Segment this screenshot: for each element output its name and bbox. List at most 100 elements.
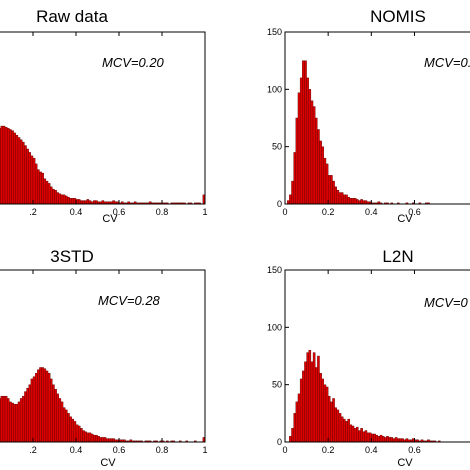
panel-nomis-bar <box>308 89 312 205</box>
panel-3std-bar <box>56 393 59 443</box>
panel-nomis-bar <box>358 200 361 205</box>
panel-l2n-bar <box>319 373 322 443</box>
panel-raw-mcv-annotation: MCV=0.20 <box>102 55 165 70</box>
panel-raw-bar <box>77 199 81 205</box>
panel-l2n-bar <box>332 398 335 443</box>
panel-nomis-bar <box>323 157 327 205</box>
panel-l2n-axes-box <box>284 269 470 443</box>
panel-3std-bar <box>97 436 100 443</box>
panel-l2n-bar <box>353 428 357 443</box>
panel-l2n-bar <box>388 437 391 443</box>
panel-3std-bar <box>43 368 47 443</box>
panel-nomis-bar <box>312 106 316 205</box>
panel-raw-bar <box>28 152 32 205</box>
panel-raw-bar <box>101 200 105 205</box>
panel-raw-bar <box>2 125 6 205</box>
panel-raw-bar <box>88 200 92 205</box>
panel-raw-bar <box>26 148 29 205</box>
panel-l2n-bar <box>312 352 316 443</box>
panel-l2n-bar <box>315 367 318 443</box>
panel-nomis-bar <box>289 194 292 205</box>
panel-l2n-bar <box>297 393 301 443</box>
panel-l2n-bar <box>349 424 353 443</box>
panel-3std-bar <box>65 409 68 443</box>
panel-nomis-bar <box>362 200 366 205</box>
panel-l2n-bar <box>358 430 361 443</box>
panel-3std-bar <box>41 367 44 443</box>
panel-nomis-x-axis-label: CV <box>397 213 413 225</box>
panel-nomis-bar <box>347 196 350 205</box>
panel-l2n-bar <box>375 434 378 443</box>
panel-nomis-x-tick-label: 0.6 <box>408 207 421 217</box>
panel-l2n-bar <box>330 401 333 443</box>
panel-l2n-bar <box>356 426 359 443</box>
panel-l2n-bar <box>373 433 376 443</box>
panel-nomis-bar <box>317 129 320 205</box>
panel-nomis-bar <box>291 180 294 205</box>
panel-raw-bar <box>24 145 27 205</box>
panel-l2n-bar <box>364 430 368 443</box>
panel-l2n-bar <box>304 361 307 443</box>
panel-nomis-bar <box>306 77 309 205</box>
panel-raw-bar <box>50 186 53 205</box>
panel-raw-bar <box>69 198 72 205</box>
panel-3std-bar <box>71 418 75 443</box>
panel-raw-bar <box>95 200 98 205</box>
panel-l2n-bar <box>291 428 294 443</box>
panel-raw-bar <box>58 193 62 205</box>
panel-l2n-bar <box>289 436 292 443</box>
panel-l2n-bar <box>338 413 342 443</box>
panel-l2n-bar <box>366 432 370 443</box>
panel-l2n-bar <box>390 437 394 443</box>
panel-raw-bar <box>47 183 51 205</box>
panel-nomis-bar <box>360 199 363 205</box>
panel-3std-bar <box>88 432 92 443</box>
panel-l2n-bar <box>306 352 309 443</box>
panel-raw-bar <box>56 192 59 205</box>
panel-nomis-bar <box>336 190 340 205</box>
panel-3std-bar <box>9 401 12 443</box>
panel-3std-bar <box>52 384 55 443</box>
panel-3std-bar <box>19 398 23 443</box>
panel-3std-bar <box>58 398 62 443</box>
panel-raw-bar <box>22 141 25 205</box>
panel-3std-bar <box>0 395 4 443</box>
panel-raw-bar <box>0 125 4 205</box>
panel-nomis-bar <box>332 180 335 205</box>
panel-raw-bar <box>54 190 57 205</box>
panel-raw-bar <box>30 155 34 205</box>
panel-3std-mcv-annotation: MCV=0.28 <box>98 293 161 308</box>
panel-l2n-bar <box>345 421 348 443</box>
panel-l2n-title: L2N <box>382 247 413 266</box>
panel-nomis-bar <box>325 163 329 205</box>
panel-nomis-bar <box>297 92 301 205</box>
panel-3std-bar <box>84 431 87 443</box>
panel-3std-bar <box>24 391 27 443</box>
panel-3std-bar <box>30 378 34 443</box>
panel-l2n-bar <box>384 437 387 443</box>
panel-nomis-bar <box>315 117 318 205</box>
panel-3std-bar <box>7 398 10 443</box>
panel-raw-bar <box>86 199 90 205</box>
panel-nomis-bar <box>340 192 344 205</box>
panel-3std-bar <box>28 384 32 443</box>
panel-raw-bar <box>60 194 64 205</box>
panel-l2n-bar <box>336 409 340 443</box>
panel-l2n-bar <box>343 418 346 443</box>
panel-3std-x-axis-label: CV <box>100 457 116 469</box>
panel-nomis-axes-box <box>284 31 470 205</box>
panel-raw-bar <box>39 171 42 205</box>
panel-3std-bar <box>4 395 8 443</box>
panel-nomis-bar <box>302 60 305 205</box>
panel-3std-bar <box>101 437 105 443</box>
panel-nomis-title: NOMIS <box>370 7 426 26</box>
panel-3std-x-tick-label: 0.8 <box>156 445 169 455</box>
panel-nomis-y-tick-label: 50 <box>272 142 282 152</box>
panel-3std-x-tick-label: 0.6 <box>113 445 126 455</box>
panel-l2n-bar <box>325 386 329 443</box>
panel-3std-bar <box>2 395 6 443</box>
panel-3std-bar <box>108 438 111 443</box>
panel-nomis-bar <box>310 100 314 205</box>
panel-l2n-bar <box>334 407 337 443</box>
panel-3std-bar <box>15 403 19 443</box>
